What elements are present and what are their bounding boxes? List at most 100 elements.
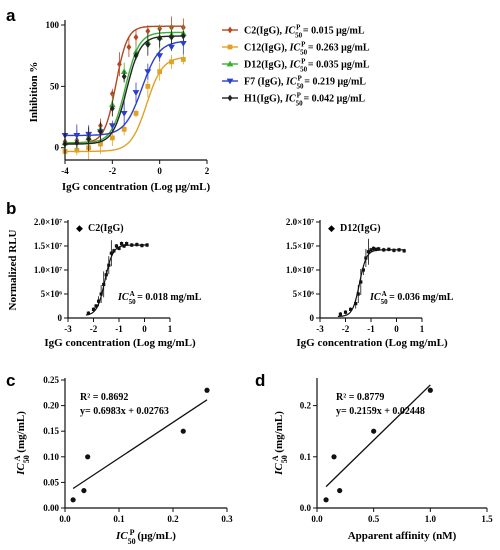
chart-a-legend-marker <box>226 60 234 67</box>
chart-a-data-point <box>120 110 128 117</box>
chart-b-left-y-title: Normalized RLU <box>7 229 19 310</box>
chart-a-xtick-label: 2 <box>205 166 210 176</box>
chart-b-left: -3 -2 -1 0 1 0 5×10⁶ 1.0×10⁷ 1.5×10⁷ 2.0×10⁷ IgG … <box>7 217 202 349</box>
chart-b-right-ytick-label: 2.0×10⁷ <box>286 217 314 227</box>
chart-b-right-data-point <box>338 312 342 316</box>
chart-d-xtick-label: 1.0 <box>425 514 437 524</box>
chart-a-fit-curve <box>65 40 185 137</box>
chart-a-data-point <box>145 83 151 89</box>
chart-b-right-legend-label: D12(IgG) <box>340 223 381 234</box>
chart-a-legend-marker <box>227 44 233 50</box>
chart-b-right-data-point <box>366 250 371 254</box>
chart-a-legend-label-part: P <box>301 58 306 66</box>
chart-b-left-data-point <box>109 251 113 255</box>
chart-d-x-title: Apparent affinity (nM) <box>348 530 457 542</box>
chart-b-right-data-point <box>382 248 386 252</box>
chart-a-legend-label-part: IC <box>284 26 296 37</box>
chart-a-data-point <box>145 27 151 35</box>
chart-b-right-data-point <box>361 268 365 272</box>
chart-a-data-point <box>156 53 164 60</box>
chart-a-fit-curve <box>65 57 185 153</box>
chart-b-left-ytick-label: 0 <box>58 313 63 323</box>
chart-a-data-point <box>108 123 116 130</box>
chart-d-data-point <box>323 497 329 503</box>
chart-b-left-x-title: IgG concentration (Log mg/mL) <box>44 337 196 349</box>
chart-c-marks <box>70 387 210 503</box>
chart-a-legend-label: C2(IgG), IC50P = 0.015 μg/mL <box>244 24 365 40</box>
chart-a-data-point <box>109 90 115 98</box>
chart-c-ytick-label: 0.20 <box>43 401 59 411</box>
chart-b-left-data-point <box>102 282 106 286</box>
chart-c-ticks: 0.0 0.1 0.2 0.3 0.00 0.05 0.10 0.15 0.20 0.25 <box>43 375 233 524</box>
chart-a-legend-label-part: P <box>297 92 302 100</box>
chart-c-data-point <box>180 428 186 434</box>
chart-c: 0.0 0.1 0.2 0.3 0.00 0.05 0.10 0.15 0.20 0.25 IC5… <box>13 375 234 546</box>
chart-b-right-ytick-label: 1.5×10⁷ <box>286 241 314 251</box>
chart-b-left-xtick-label: 0 <box>142 324 147 334</box>
chart-b-right-data-point <box>364 256 368 260</box>
chart-a-x-title: IgG concentration (Log μg/mL) <box>62 181 211 193</box>
chart-c-data-point <box>70 497 76 503</box>
chart-a-data-point <box>73 133 81 139</box>
chart-a-data-point <box>180 56 186 62</box>
chart-b-right-data-point <box>369 248 373 252</box>
chart-a-legend-label-part: 50 <box>300 66 308 74</box>
chart-d-data-point <box>371 428 377 434</box>
chart-b-left-data-point <box>94 304 98 308</box>
chart-a-legend-label-part: 50 <box>295 32 303 40</box>
chart-c-ytick-label: 0.05 <box>43 477 59 487</box>
chart-b-right-xtick-label: -3 <box>316 324 324 334</box>
chart-a-legend-label-part: P <box>296 24 301 32</box>
chart-b-right-xtick-label: -2 <box>342 324 350 334</box>
chart-b-right-xtick-label: -1 <box>367 324 375 334</box>
chart-a-legend-label: F7 (IgG), IC50P = 0.219 μg/mL <box>244 75 366 91</box>
chart-c-data-point <box>204 387 210 393</box>
chart-a-legend-label-part: IC <box>289 60 301 71</box>
chart-b-right-ytick-label: 0 <box>310 313 315 323</box>
chart-a-legend-label: D12(IgG), IC50P = 0.035 μg/mL <box>244 58 370 74</box>
chart-d-marks <box>323 384 433 503</box>
chart-b-left-xtick-label: -2 <box>90 324 98 334</box>
chart-b-right-ytick-label: 5×10⁶ <box>293 289 315 299</box>
chart-d-data-point <box>427 387 433 393</box>
chart-d-equation-label: y= 0.2159x + 0.02448 <box>336 406 425 417</box>
chart-b-right-fit-curve <box>337 249 405 317</box>
chart-a-data-point <box>74 147 80 153</box>
chart-a-legend-label-part: 50 <box>300 49 308 57</box>
chart-c-data-point <box>85 454 91 460</box>
chart-b-right-marks <box>337 238 406 317</box>
chart-c-data-point <box>81 487 87 494</box>
chart-b-left-data-point <box>145 243 149 247</box>
chart-a-legend-label: H1(IgG), IC50P = 0.042 μg/mL <box>244 92 365 108</box>
chart-a-data-point <box>133 33 139 41</box>
chart-d-y-title: IC50A (mg/mL) <box>271 411 289 476</box>
chart-a-ticks: -4 -2 0 2 0 50 100 <box>46 20 210 176</box>
chart-a-data-point <box>109 105 115 112</box>
chart-a-legend-label-part: IC <box>285 77 297 88</box>
chart-b-left-data-point <box>140 243 144 248</box>
chart-d-xtick-label: 0.0 <box>311 514 323 524</box>
chart-a-ytick-label: 0 <box>55 143 60 153</box>
chart-a-xtick-label: 0 <box>157 166 162 176</box>
chart-b-right-data-point <box>402 249 406 253</box>
chart-a-fit-curve <box>65 31 185 144</box>
chart-a-fit-curve <box>65 35 185 145</box>
chart-d-fit-line <box>325 384 431 488</box>
chart-a-data-point <box>74 139 80 147</box>
chart-a-y-title: Inhibition % <box>28 62 40 123</box>
chart-c-fit-line <box>72 399 208 490</box>
chart-b-right: -3 -2 -1 0 1 0 5×10⁶ 1.0×10⁷ 1.5×10⁷ 2.0×10⁷ IgG … <box>286 217 454 349</box>
chart-d-ytick-label: 0.1 <box>300 452 312 462</box>
chart-a-data-point <box>133 110 139 116</box>
chart-b-left-legend-marker: ◆ <box>76 223 83 233</box>
chart-c-equation-label: y= 0.6983x + 0.02763 <box>80 406 169 417</box>
chart-c-y-title: IC50A (mg/mL) <box>13 411 31 476</box>
chart-a-legend-label-part: P <box>301 41 306 49</box>
chart-b-left-ytick-label: 1.5×10⁷ <box>34 241 62 251</box>
chart-c-xtick-label: 0.1 <box>113 514 125 524</box>
chart-b-left-xtick-label: -3 <box>64 324 72 334</box>
chart-a-legend-label-part: 50 <box>297 83 305 91</box>
chart-b-left-ytick-label: 5×10⁶ <box>41 289 63 299</box>
